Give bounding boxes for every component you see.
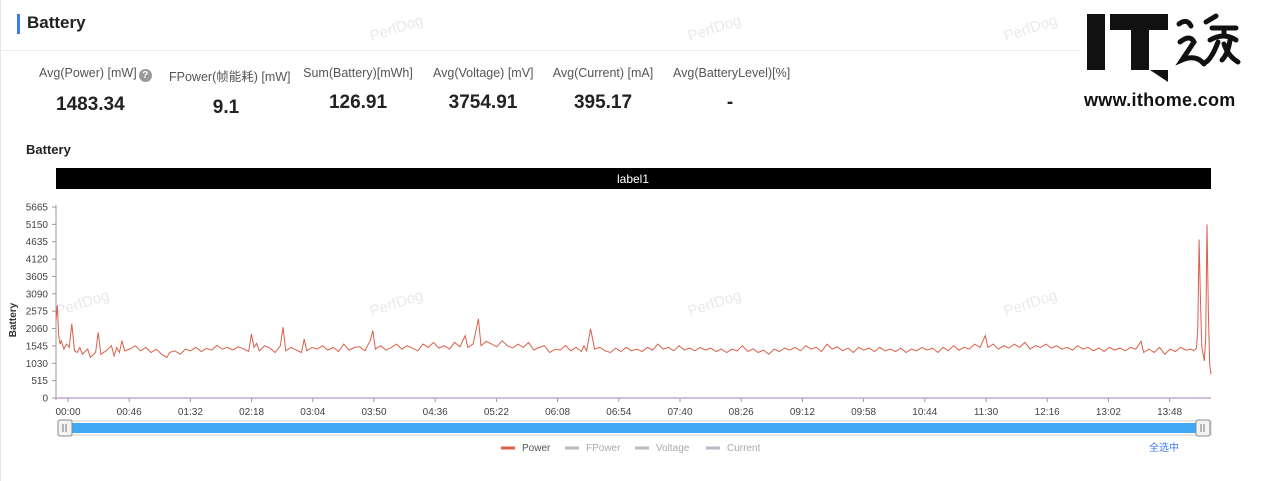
y-tick-label: 1030 [26,359,49,370]
x-tick-label: 12:16 [1035,407,1060,418]
x-tick-label: 01:32 [178,407,203,418]
stat-value: 3754.91 [448,92,518,113]
stats-row: Avg(Power) [mW]? 1483.34 FPower(帧能耗) [mW… [1,66,1081,126]
help-icon[interactable]: ? [138,69,152,82]
range-slider-left-handle[interactable] [57,419,73,437]
header-accent-bar [17,14,20,34]
y-axis: 0 515 1030 1545 2060 2575 3090 3605 4120 4635 5150… [26,203,56,405]
x-tick-label: 00:46 [117,407,142,418]
stat-sum-battery: Sum(Battery)[mWh] 126.91 [303,66,413,114]
stat-label: Avg(BatteryLevel)[%] [673,66,791,80]
x-tick-label: 08:26 [729,407,754,418]
y-tick-label: 4635 [26,237,49,248]
x-tick-label: 02:18 [239,407,264,418]
x-tick-label: 09:58 [851,407,876,418]
stat-fpower: FPower(帧能耗) [mW] 9.1 [169,66,291,119]
range-slider-selection[interactable] [65,423,1204,433]
stat-value: 9.1 [212,97,240,118]
header-divider [1,50,1081,51]
label-band [56,168,1211,189]
series-power-line [55,224,1212,375]
y-tick-label: 3605 [26,272,49,283]
y-tick-label: 2575 [26,307,49,318]
y-tick-label: 5150 [26,220,49,231]
y-tick-label: 0 [42,394,48,405]
y-tick-label: 2060 [26,324,49,335]
stat-value: - [726,92,734,113]
x-tick-label: 13:48 [1157,407,1182,418]
y-tick-label: 5665 [26,203,49,214]
x-tick-label: 04:36 [423,407,448,418]
stat-label: Avg(Power) [mW]? [39,66,152,82]
range-slider-right-handle[interactable] [1195,419,1211,437]
x-tick-label: 13:02 [1096,407,1121,418]
ithome-url: www.ithome.com [1084,90,1236,110]
x-tick-label: 06:54 [606,407,631,418]
battery-panel: Battery Avg(Power) [mW]? 1483.34 FPower(… [0,0,1081,481]
stat-avg-battery-level: Avg(BatteryLevel)[%] - [673,66,791,114]
x-tick-label: 03:04 [300,407,325,418]
stat-label: FPower(帧能耗) [mW] [169,70,291,84]
x-tick-label: 03:50 [361,407,386,418]
y-axis-label: Battery [8,302,19,337]
x-tick-label: 00:00 [55,407,80,418]
select-all-link[interactable]: 全选中 [1149,441,1179,454]
stat-label: Sum(Battery)[mWh] [303,66,413,80]
y-tick-label: 4120 [26,255,49,266]
stat-avg-current: Avg(Current) [mA] 395.17 [552,66,654,114]
ithome-logo [1084,12,1254,112]
y-tick-label: 1545 [26,341,49,352]
stat-value: 126.91 [328,92,388,113]
x-tick-label: 11:30 [974,407,999,418]
stat-value: 395.17 [573,92,633,113]
legend-item-voltage[interactable]: Voltage [656,443,690,454]
legend: Power FPower Voltage Current [501,443,761,454]
stat-label: Avg(Current) [mA] [552,66,654,80]
label-band-text: label1 [617,172,649,186]
y-tick-label: 3090 [26,289,49,300]
legend-item-fpower[interactable]: FPower [586,443,621,454]
x-tick-label: 09:12 [790,407,815,418]
stat-avg-power: Avg(Power) [mW]? 1483.34 [39,66,152,116]
chart-title: Battery [26,142,71,157]
legend-item-current[interactable]: Current [727,443,761,454]
stat-avg-voltage: Avg(Voltage) [mV] 3754.91 [433,66,534,114]
x-tick-label: 06:08 [545,407,570,418]
x-tick-label: 05:22 [484,407,509,418]
x-axis: 00:00 00:46 01:32 02:18 03:04 03:50 04:36 05:22… [55,398,1183,418]
y-tick-label: 515 [31,376,48,387]
ithome-logo-mark [1087,13,1241,82]
stat-label: Avg(Voltage) [mV] [433,66,534,80]
x-tick-label: 07:40 [667,407,692,418]
panel-title: Battery [27,13,86,32]
stat-value: 1483.34 [56,94,125,115]
x-tick-label: 10:44 [912,407,937,418]
legend-item-power[interactable]: Power [522,443,551,454]
